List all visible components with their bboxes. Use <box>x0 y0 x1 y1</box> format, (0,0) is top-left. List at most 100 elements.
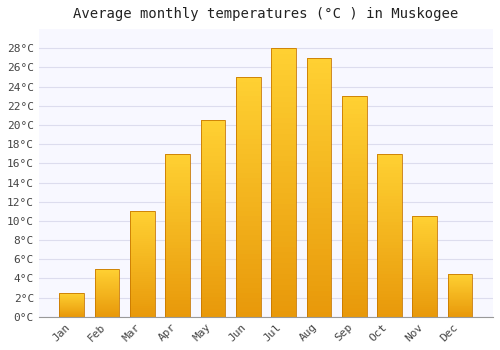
Bar <box>412 216 437 218</box>
Bar <box>448 297 472 298</box>
Bar <box>130 247 155 249</box>
Bar <box>271 129 296 134</box>
Bar <box>271 312 296 317</box>
Bar <box>342 286 366 290</box>
Bar <box>448 304 472 305</box>
Bar <box>130 232 155 234</box>
Bar <box>166 278 190 281</box>
Bar <box>306 291 331 296</box>
Bar <box>166 294 190 297</box>
Bar <box>94 313 120 314</box>
Bar <box>412 244 437 246</box>
Bar <box>200 211 226 215</box>
Bar <box>60 304 84 305</box>
Bar <box>342 268 366 273</box>
Bar <box>271 156 296 161</box>
Bar <box>166 281 190 284</box>
Bar <box>271 225 296 231</box>
Bar <box>236 77 260 82</box>
Bar <box>166 193 190 196</box>
Bar <box>200 148 226 152</box>
Bar <box>60 296 84 297</box>
Bar <box>271 182 296 188</box>
Bar <box>200 258 226 262</box>
Bar <box>94 316 120 317</box>
Bar <box>94 294 120 295</box>
Bar <box>448 293 472 294</box>
Bar <box>377 258 402 261</box>
Bar <box>94 281 120 282</box>
Bar <box>236 235 260 240</box>
Bar <box>60 308 84 309</box>
Bar <box>94 298 120 299</box>
Bar <box>377 281 402 284</box>
Bar <box>448 288 472 289</box>
Bar <box>448 310 472 311</box>
Bar <box>236 202 260 206</box>
Bar <box>342 127 366 132</box>
Bar <box>342 193 366 198</box>
Bar <box>130 230 155 232</box>
Bar <box>200 313 226 317</box>
Bar <box>412 301 437 303</box>
Bar <box>130 308 155 310</box>
Bar <box>60 316 84 317</box>
Bar <box>271 150 296 156</box>
Bar <box>412 218 437 220</box>
Bar <box>130 243 155 245</box>
Bar <box>60 315 84 316</box>
Bar <box>377 163 402 167</box>
Bar <box>166 225 190 229</box>
Bar <box>94 307 120 308</box>
Bar <box>236 82 260 86</box>
Bar <box>166 248 190 252</box>
Bar <box>130 234 155 237</box>
Bar <box>377 206 402 209</box>
Bar <box>342 246 366 251</box>
Bar <box>94 304 120 305</box>
Bar <box>306 89 331 94</box>
Bar <box>271 295 296 301</box>
Bar <box>271 134 296 140</box>
Bar <box>236 283 260 288</box>
Bar <box>130 271 155 273</box>
Bar <box>377 252 402 255</box>
Bar <box>448 281 472 282</box>
Bar <box>271 124 296 129</box>
Bar <box>94 311 120 312</box>
Bar <box>377 229 402 232</box>
Bar <box>342 290 366 295</box>
Bar <box>130 214 155 216</box>
Bar <box>342 211 366 215</box>
Bar <box>236 240 260 245</box>
Bar <box>130 302 155 304</box>
Bar <box>130 287 155 289</box>
Bar <box>377 209 402 212</box>
Bar <box>236 159 260 163</box>
Bar <box>271 145 296 150</box>
Bar <box>377 154 402 157</box>
Bar <box>200 175 226 179</box>
Bar <box>94 270 120 271</box>
Bar <box>200 187 226 191</box>
Bar <box>200 136 226 140</box>
Bar <box>236 149 260 154</box>
Bar <box>448 276 472 277</box>
Bar <box>448 274 472 275</box>
Bar <box>342 100 366 105</box>
Bar <box>271 209 296 215</box>
Bar <box>271 86 296 91</box>
Bar <box>236 144 260 149</box>
Bar <box>200 207 226 211</box>
Bar <box>306 218 331 224</box>
Bar <box>166 186 190 190</box>
Bar <box>60 303 84 304</box>
Bar <box>306 151 331 156</box>
Bar <box>236 111 260 116</box>
Bar <box>130 275 155 277</box>
Bar <box>342 167 366 171</box>
Bar <box>342 132 366 136</box>
Bar <box>306 68 331 74</box>
Bar <box>236 312 260 317</box>
Bar <box>412 295 437 297</box>
